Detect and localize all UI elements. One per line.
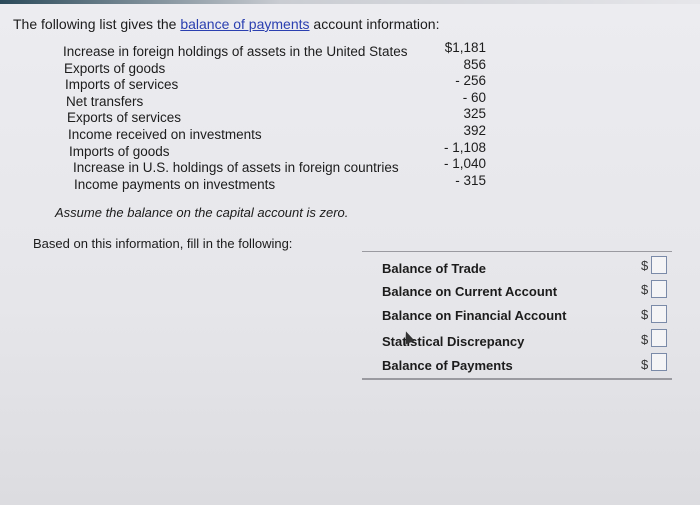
answer-label-financial-account: Balance on Financial Account	[382, 308, 567, 323]
item-value: - 256	[455, 73, 486, 89]
item-value: - 315	[455, 172, 486, 188]
intro-prefix: The following list gives the	[13, 16, 181, 32]
item-label: Imports of services	[65, 77, 179, 93]
intro-suffix: account information:	[309, 16, 440, 32]
item-label: Income received on investments	[68, 126, 262, 142]
financial-account-input[interactable]	[651, 305, 667, 323]
item-label: Income payments on investments	[74, 176, 276, 192]
item-label: Increase in U.S. holdings of assets in f…	[73, 160, 399, 176]
assumption-note: Assume the balance on the capital accoun…	[55, 205, 349, 220]
balance-of-payments-input[interactable]	[651, 353, 667, 371]
dollar-sign: $	[641, 307, 649, 322]
balance-of-trade-input[interactable]	[651, 256, 667, 274]
item-value: $1,181	[444, 40, 486, 55]
item-value: - 1,040	[443, 156, 486, 172]
intro-text: The following list gives the balance of …	[13, 16, 439, 32]
answer-label-balance-of-trade: Balance of Trade	[382, 261, 487, 276]
answer-label-current-account: Balance on Current Account	[382, 284, 558, 299]
item-values: $1,181 856 - 256 - 60 325 392 - 1,108 - …	[420, 40, 486, 189]
dollar-sign: $	[641, 332, 649, 347]
current-account-input[interactable]	[651, 280, 667, 298]
item-labels: Increase in foreign holdings of assets i…	[63, 44, 407, 193]
answer-label-statistical-discrepancy: Statistical Discrepancy	[382, 334, 525, 349]
answer-label-balance-of-payments: Balance of Payments	[382, 358, 513, 373]
item-value: - 1,108	[443, 139, 486, 155]
item-label: Exports of goods	[64, 60, 166, 76]
item-label: Increase in foreign holdings of assets i…	[63, 44, 408, 59]
dollar-sign: $	[641, 357, 649, 372]
item-value: - 60	[462, 89, 486, 105]
answer-table: Balance of Trade $ Balance on Current Ac…	[362, 251, 672, 380]
item-label: Exports of services	[67, 110, 182, 126]
dollar-sign: $	[641, 258, 649, 273]
item-value: 325	[463, 106, 486, 122]
item-value: 856	[463, 56, 486, 72]
item-label: Imports of goods	[69, 143, 170, 159]
item-value: 392	[463, 122, 486, 138]
dollar-sign: $	[641, 282, 649, 297]
statistical-discrepancy-input[interactable]	[651, 329, 667, 347]
item-label: Net transfers	[66, 93, 144, 109]
balance-of-payments-link[interactable]: balance of payments	[180, 16, 310, 32]
instruction-text: Based on this information, fill in the f…	[33, 236, 293, 251]
window-edge	[0, 0, 700, 4]
